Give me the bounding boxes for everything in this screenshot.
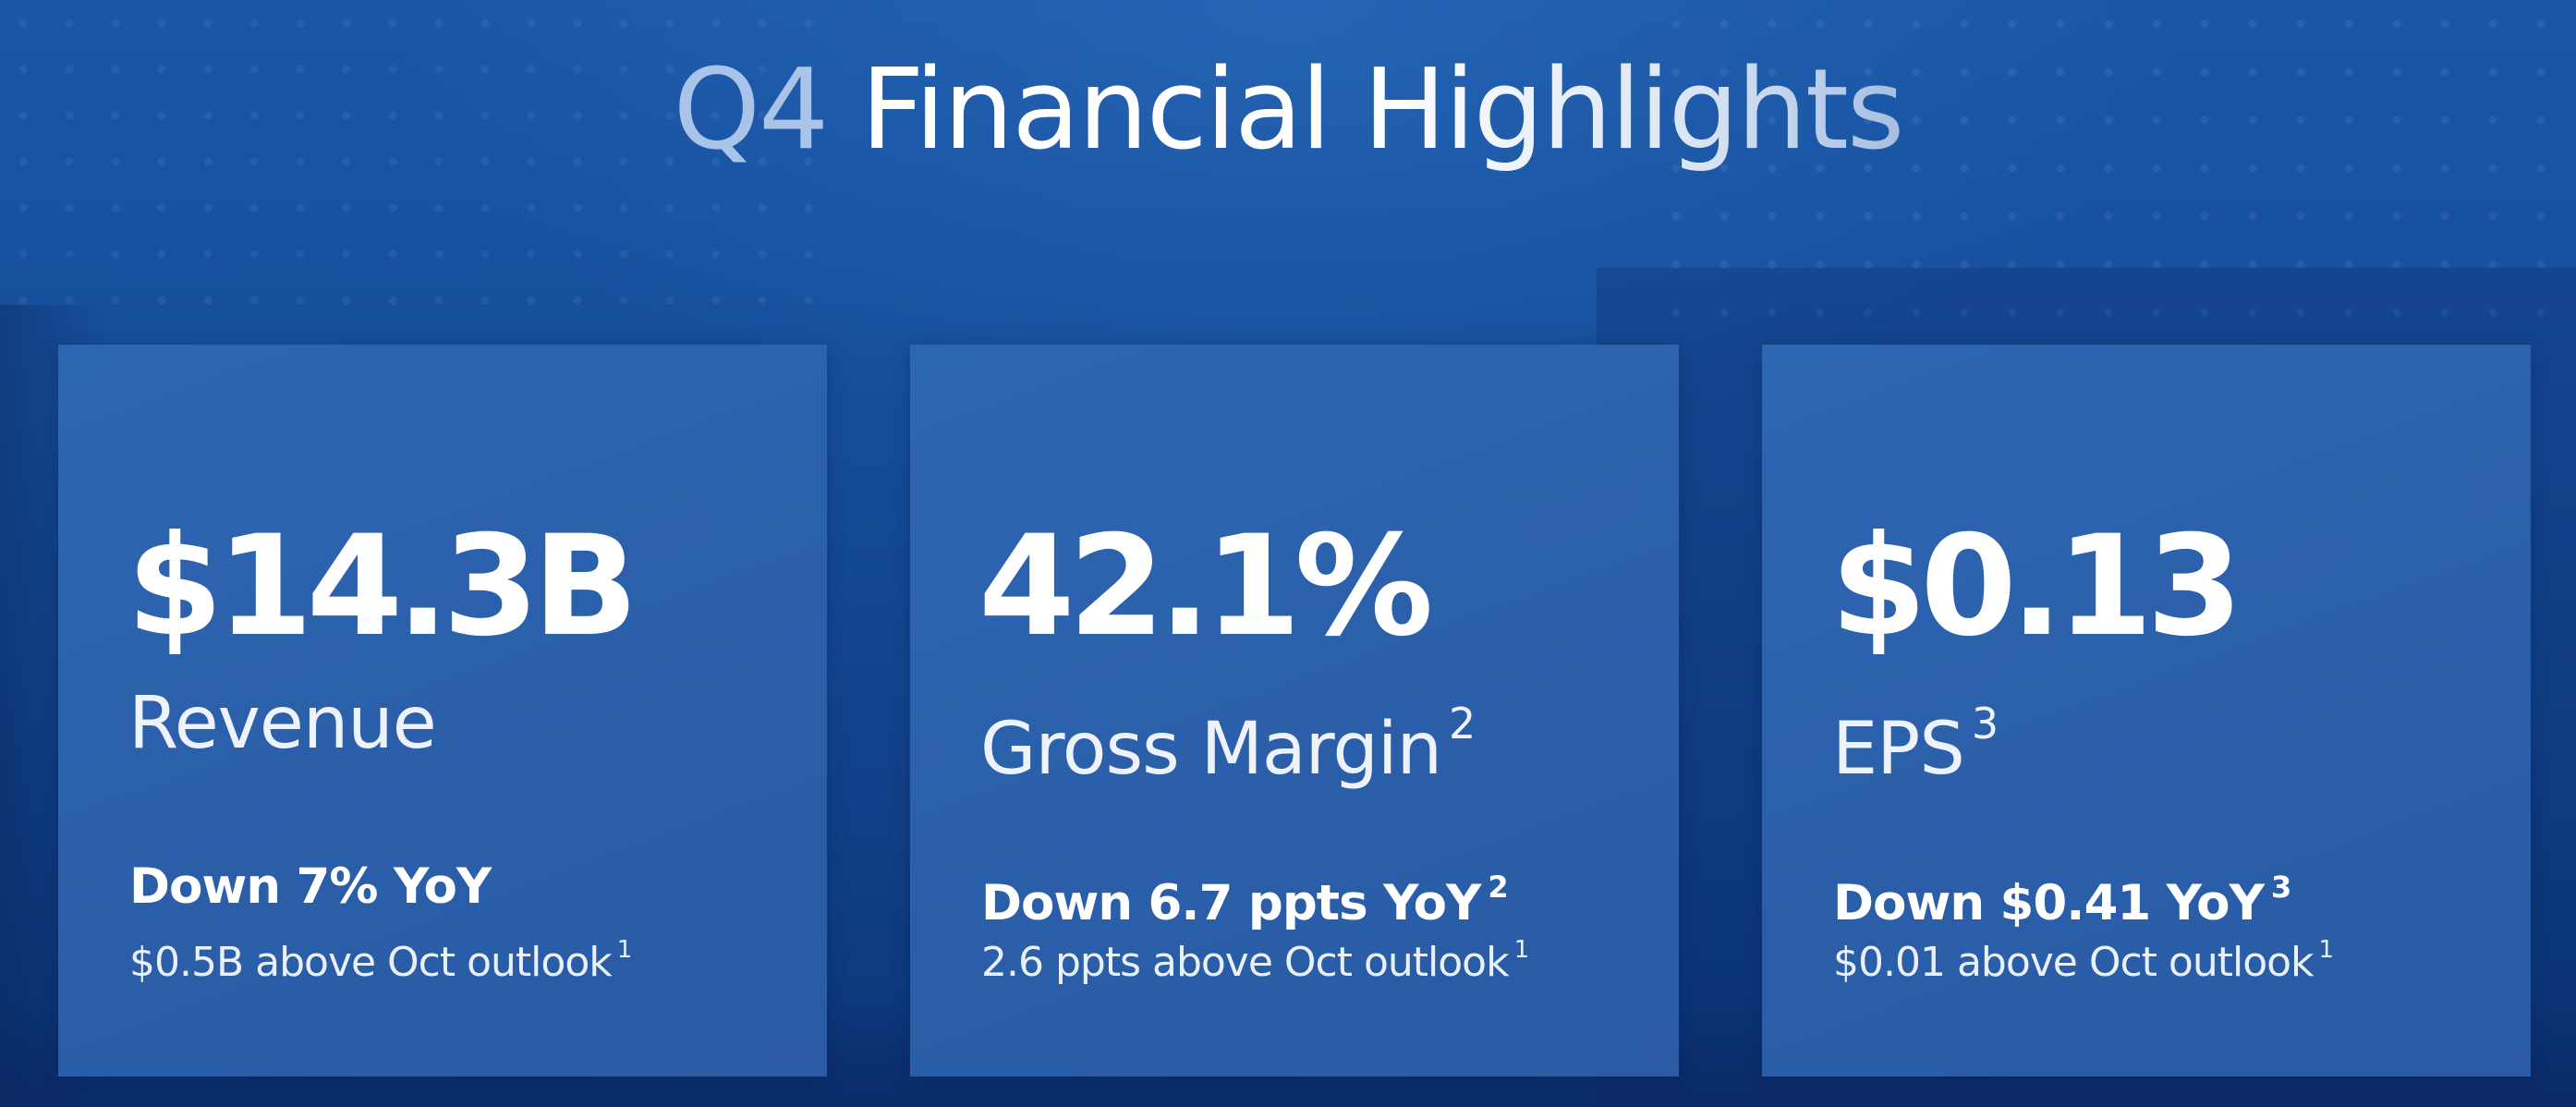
metric-outlook: 2.6 ppts above Oct outlook 1 <box>981 922 1529 991</box>
metric-label-text: Revenue <box>128 682 437 765</box>
metric-outlook: $0.01 above Oct outlook 1 <box>1833 922 2334 991</box>
metric-change: Down $0.41 YoY 3 <box>1833 855 2291 936</box>
metric-value: $0.13 <box>1830 506 2242 667</box>
footnote-marker: 1 <box>1513 936 1530 964</box>
slide-title-word-highlights: Highlights <box>1363 46 1904 175</box>
metric-outlook-text: $0.5B above Oct outlook <box>129 939 613 986</box>
footnote-marker: 1 <box>616 936 633 964</box>
metric-label-text: EPS <box>1832 708 1965 791</box>
metric-label: Gross Margin 2 <box>980 677 1476 796</box>
metric-card-revenue: $14.3B Revenue Down 7% YoY $0.5B above O… <box>58 345 827 1077</box>
metric-card-gross-margin: 42.1% Gross Margin 2 Down 6.7 ppts YoY 2 2… <box>910 345 1679 1077</box>
metric-card-eps: $0.13 EPS 3 Down $0.41 YoY 3 $0.01 above O… <box>1762 345 2531 1077</box>
metric-change-text: Down $0.41 YoY <box>1833 875 2265 931</box>
footnote-marker: 2 <box>1488 870 1509 905</box>
footnote-marker: 2 <box>1449 699 1476 748</box>
slide-title: Q4 Financial Highlights <box>0 37 2576 185</box>
footnote-marker: 3 <box>1971 699 1999 748</box>
slide-title-quarter: Q4 <box>673 46 830 175</box>
metric-outlook-text: $0.01 above Oct outlook <box>1833 939 2315 986</box>
metric-label: Revenue <box>128 677 437 770</box>
metric-change: Down 7% YoY <box>129 855 492 919</box>
metric-value: 42.1% <box>978 506 1433 667</box>
metric-change: Down 6.7 ppts YoY 2 <box>981 855 1509 936</box>
footnote-marker: 1 <box>2318 936 2335 964</box>
metric-label-text: Gross Margin <box>980 708 1442 791</box>
slide-title-word-financial: Financial <box>860 46 1331 175</box>
metric-label: EPS 3 <box>1832 677 1999 796</box>
footnote-marker: 3 <box>2270 870 2292 905</box>
metric-change-text: Down 6.7 ppts YoY <box>981 875 1481 931</box>
metric-outlook-text: 2.6 ppts above Oct outlook <box>981 939 1510 986</box>
metric-change-text: Down 7% YoY <box>129 858 492 915</box>
metric-outlook: $0.5B above Oct outlook 1 <box>129 922 632 991</box>
metric-value: $14.3B <box>127 506 638 667</box>
